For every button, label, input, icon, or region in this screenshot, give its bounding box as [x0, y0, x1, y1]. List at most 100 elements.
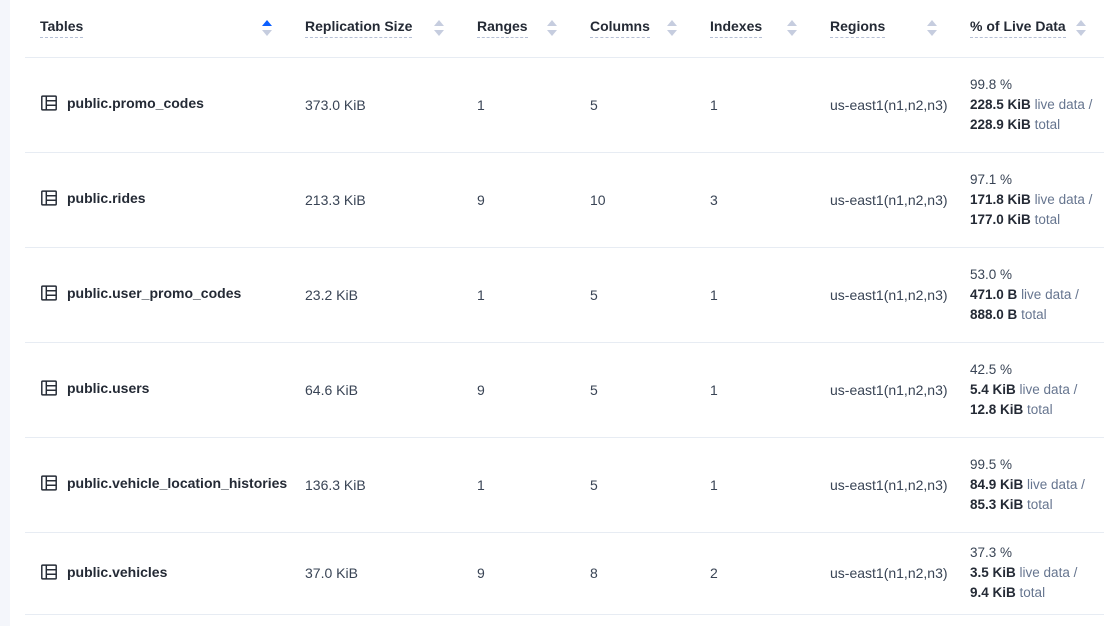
replication-size-cell: 37.0 KiB — [290, 532, 462, 615]
total-data-line: 177.0 KiB total — [970, 211, 1061, 227]
table-name-cell: public.user_promo_codes — [25, 247, 290, 343]
columns-cell: 5 — [575, 342, 695, 438]
column-label-columns: Columns — [590, 18, 650, 39]
table-name: public.vehicle_location_histories — [67, 475, 288, 491]
ranges-cell: 1 — [462, 437, 575, 533]
columns-cell: 5 — [575, 437, 695, 533]
live-data-line: 171.8 KiB live data / — [970, 191, 1093, 207]
table-link[interactable]: public.rides — [40, 189, 146, 207]
column-header-ranges[interactable]: Ranges — [462, 0, 575, 58]
column-header-indexes[interactable]: Indexes — [695, 0, 815, 58]
sort-icon[interactable] — [1076, 20, 1086, 37]
table-name-cell: public.vehicle_location_histories — [25, 437, 290, 533]
sort-icon[interactable] — [927, 20, 937, 37]
live-data-line: 5.4 KiB live data / — [970, 381, 1078, 397]
columns-cell: 5 — [575, 57, 695, 153]
sort-icon[interactable] — [434, 20, 444, 37]
table-row: public.user_promo_codes 23.2 KiB 1 5 1 u… — [25, 247, 1104, 343]
table-name: public.promo_codes — [67, 95, 204, 111]
columns-cell: 10 — [575, 152, 695, 248]
indexes-cell: 1 — [695, 342, 815, 438]
table-link[interactable]: public.promo_codes — [40, 94, 204, 112]
ranges-cell: 9 — [462, 342, 575, 438]
table-row: public.vehicles 37.0 KiB 9 8 2 us-east1(… — [25, 532, 1104, 615]
column-label-replication-size: Replication Size — [305, 18, 413, 39]
column-header-regions[interactable]: Regions — [815, 0, 955, 58]
column-header-columns[interactable]: Columns — [575, 0, 695, 58]
table-row: public.rides 213.3 KiB 9 10 3 us-east1(n… — [25, 152, 1104, 248]
columns-cell: 5 — [575, 247, 695, 343]
regions-cell: us-east1(n1,n2,n3) — [815, 152, 955, 248]
table-row: public.users 64.6 KiB 9 5 1 us-east1(n1,… — [25, 342, 1104, 438]
column-header-live-data[interactable]: % of Live Data — [955, 0, 1104, 58]
live-data-line: 228.5 KiB live data / — [970, 96, 1093, 112]
column-label-indexes: Indexes — [710, 18, 763, 39]
live-data-cell: 42.5 % 5.4 KiB live data / 12.8 KiB tota… — [955, 342, 1104, 438]
columns-cell: 8 — [575, 532, 695, 615]
sort-icon[interactable] — [787, 20, 797, 37]
ranges-cell: 1 — [462, 247, 575, 343]
replication-size-cell: 373.0 KiB — [290, 57, 462, 153]
ranges-cell: 9 — [462, 532, 575, 615]
live-data-cell: 99.5 % 84.9 KiB live data / 85.3 KiB tot… — [955, 437, 1104, 533]
table-link[interactable]: public.user_promo_codes — [40, 284, 241, 302]
live-data-line: 3.5 KiB live data / — [970, 565, 1078, 580]
indexes-cell: 1 — [695, 247, 815, 343]
tables-list-card: Tables Replication Size Ranges — [10, 0, 1114, 626]
regions-cell: us-east1(n1,n2,n3) — [815, 437, 955, 533]
regions-value: us-east1(n1,n2,n3) — [830, 476, 948, 493]
live-data-cell: 37.3 % 3.5 KiB live data / 9.4 KiB total — [955, 532, 1104, 615]
table-icon — [40, 474, 58, 492]
live-percent: 99.5 % — [970, 456, 1013, 472]
live-data-line: 471.0 B live data / — [970, 286, 1079, 302]
sort-icon[interactable] — [547, 20, 557, 37]
regions-cell: us-east1(n1,n2,n3) — [815, 247, 955, 343]
regions-value: us-east1(n1,n2,n3) — [830, 96, 948, 113]
column-label-regions: Regions — [830, 18, 886, 39]
live-data-cell: 53.0 % 471.0 B live data / 888.0 B total — [955, 247, 1104, 343]
regions-cell: us-east1(n1,n2,n3) — [815, 532, 955, 615]
live-percent: 99.8 % — [970, 76, 1013, 92]
replication-size-cell: 213.3 KiB — [290, 152, 462, 248]
indexes-cell: 1 — [695, 57, 815, 153]
live-percent: 37.3 % — [970, 545, 1013, 560]
column-header-replication-size[interactable]: Replication Size — [290, 0, 462, 58]
column-label-ranges: Ranges — [477, 18, 528, 39]
table-name: public.user_promo_codes — [67, 285, 242, 301]
indexes-cell: 2 — [695, 532, 815, 615]
regions-value: us-east1(n1,n2,n3) — [830, 381, 948, 398]
live-percent: 53.0 % — [970, 266, 1013, 282]
table-name: public.vehicles — [67, 563, 168, 580]
header-row: Tables Replication Size Ranges — [25, 0, 1104, 58]
total-data-line: 228.9 KiB total — [970, 116, 1061, 132]
table-row: public.promo_codes 373.0 KiB 1 5 1 us-ea… — [25, 57, 1104, 153]
live-data-cell: 99.8 % 228.5 KiB live data / 228.9 KiB t… — [955, 57, 1104, 153]
table-icon — [40, 284, 58, 302]
live-percent: 42.5 % — [970, 361, 1013, 377]
table-icon — [40, 189, 58, 207]
table-link[interactable]: public.vehicles — [40, 563, 167, 581]
total-data-line: 85.3 KiB total — [970, 496, 1053, 512]
table-link[interactable]: public.users — [40, 379, 149, 397]
live-percent: 97.1 % — [970, 171, 1013, 187]
table-link[interactable]: public.vehicle_location_histories — [40, 474, 287, 492]
column-header-tables[interactable]: Tables — [25, 0, 290, 58]
total-data-line: 888.0 B total — [970, 306, 1047, 322]
table-header: Tables Replication Size Ranges — [25, 0, 1104, 58]
regions-cell: us-east1(n1,n2,n3) — [815, 57, 955, 153]
sort-icon[interactable] — [667, 20, 677, 37]
table-icon — [40, 379, 58, 397]
ranges-cell: 1 — [462, 57, 575, 153]
tables-table: Tables Replication Size Ranges — [25, 0, 1104, 615]
table-icon — [40, 94, 58, 112]
regions-value: us-east1(n1,n2,n3) — [830, 565, 948, 581]
table-name-cell: public.rides — [25, 152, 290, 248]
sort-icon[interactable] — [262, 20, 272, 37]
table-name-cell: public.users — [25, 342, 290, 438]
column-label-tables: Tables — [40, 18, 84, 39]
ranges-cell: 9 — [462, 152, 575, 248]
table-name-cell: public.vehicles — [25, 532, 290, 615]
table-body: public.promo_codes 373.0 KiB 1 5 1 us-ea… — [25, 57, 1104, 615]
total-data-line: 12.8 KiB total — [970, 401, 1053, 417]
live-data-cell: 97.1 % 171.8 KiB live data / 177.0 KiB t… — [955, 152, 1104, 248]
